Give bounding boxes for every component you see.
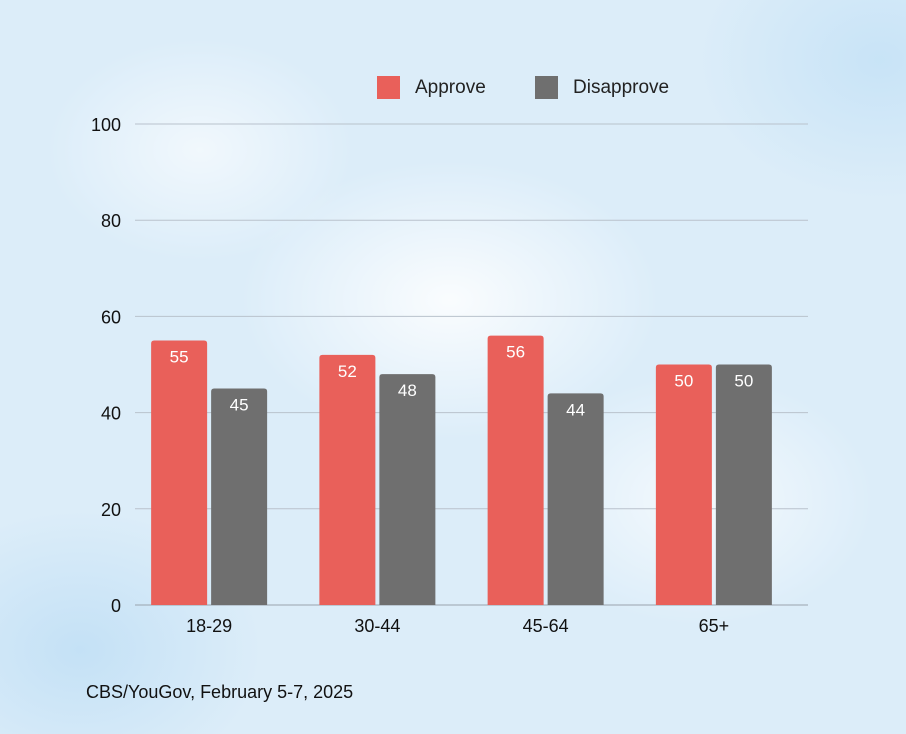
data-label: 48 [398, 381, 417, 400]
data-label: 55 [170, 347, 189, 366]
y-tick-label: 40 [101, 404, 121, 424]
bar-approve [655, 364, 712, 605]
data-label: 50 [674, 372, 693, 391]
legend-swatch-approve [377, 76, 400, 99]
x-tick-label: 18-29 [186, 616, 232, 636]
y-tick-label: 60 [101, 307, 121, 327]
data-label: 56 [506, 343, 525, 362]
legend-swatch-disapprove [535, 76, 558, 99]
y-tick-label: 80 [101, 211, 121, 231]
x-tick-label: 65+ [699, 616, 730, 636]
x-tick-label: 30-44 [354, 616, 400, 636]
y-tick-label: 20 [101, 500, 121, 520]
data-label: 52 [338, 362, 357, 381]
bar-disapprove [211, 388, 268, 605]
bar-disapprove [379, 374, 436, 605]
bar-approve [487, 335, 544, 605]
bar-approve [319, 354, 376, 605]
data-label: 45 [230, 396, 249, 415]
source-note: CBS/YouGov, February 5-7, 2025 [86, 682, 354, 702]
legend-label-disapprove: Disapprove [573, 77, 669, 98]
bar-approve [151, 340, 208, 605]
bar-disapprove [715, 364, 772, 605]
data-label: 50 [734, 372, 753, 391]
x-tick-label: 45-64 [523, 616, 569, 636]
legend-label-approve: Approve [415, 77, 486, 98]
bar-disapprove [547, 393, 604, 605]
y-tick-label: 100 [91, 115, 121, 135]
y-tick-label: 0 [111, 596, 121, 616]
data-label: 44 [566, 400, 585, 419]
